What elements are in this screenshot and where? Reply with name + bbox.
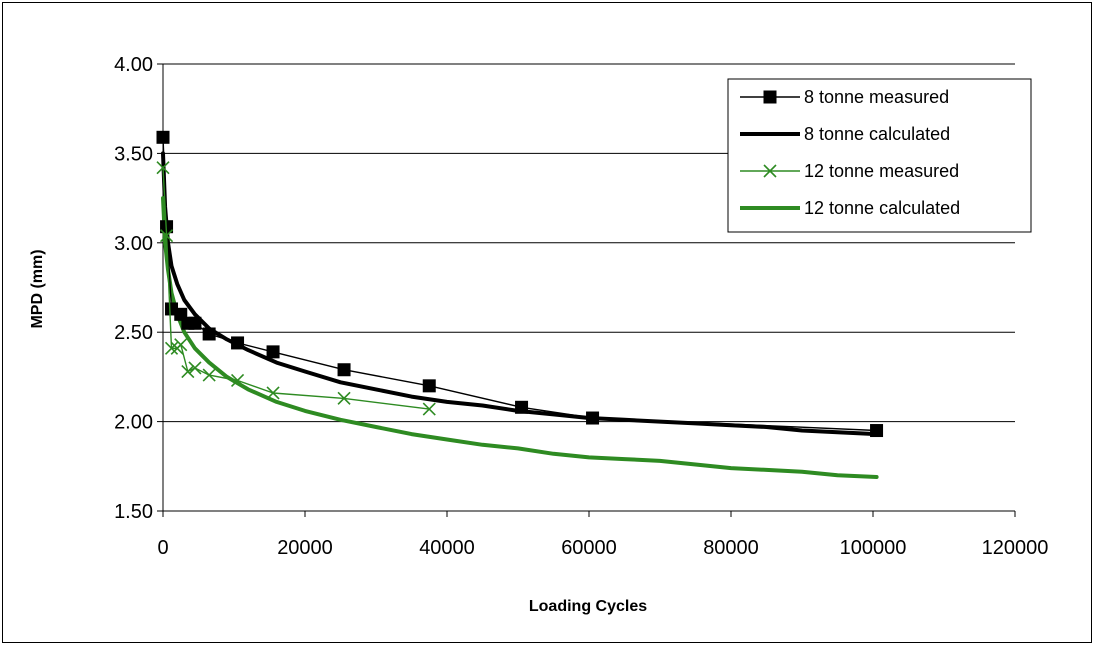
series-12-tonne-calculated <box>161 196 879 479</box>
y-tick-label: 1.50 <box>114 501 153 523</box>
data-point <box>266 345 280 359</box>
data-point <box>337 363 351 377</box>
data-point <box>181 364 195 379</box>
y-axis-title: MPD (mm) <box>29 249 46 328</box>
series-line <box>161 151 879 437</box>
legend-item: 8 tonne calculated <box>740 124 950 144</box>
y-tick-label: 2.00 <box>114 412 153 434</box>
y-tick-label: 3.00 <box>114 233 153 255</box>
x-axis-title: Loading Cycles <box>529 598 647 615</box>
data-point <box>586 411 600 425</box>
x-tick-label: 20000 <box>277 537 333 559</box>
tick-labels: 4.00 3.50 3.00 2.50 2.00 1.500 20000 40000 60000… <box>114 54 1048 559</box>
data-point <box>422 379 436 393</box>
y-tick-label: 2.50 <box>114 322 153 344</box>
legend-swatch-marker <box>763 90 777 104</box>
data-point <box>188 361 202 375</box>
legend-label: 8 tonne measured <box>804 87 949 107</box>
data-point <box>156 130 170 144</box>
data-point <box>230 373 245 388</box>
series-group <box>156 130 884 479</box>
y-tick-label: 3.50 <box>114 143 153 165</box>
data-point <box>156 161 170 175</box>
data-point <box>231 336 245 350</box>
data-point <box>188 316 202 330</box>
series-line <box>161 196 879 479</box>
x-tick-label: 120000 <box>982 537 1049 559</box>
legend: 8 tonne measured 8 tonne calculated 12 ton… <box>727 78 1032 233</box>
x-tick-label: 80000 <box>703 537 759 559</box>
data-point <box>422 402 436 416</box>
series-8-tonne-calculated <box>161 151 879 437</box>
data-point <box>515 400 529 414</box>
data-point <box>164 341 179 355</box>
series-line <box>162 167 430 410</box>
data-point <box>870 424 884 438</box>
legend-item: 12 tonne calculated <box>740 198 960 218</box>
legend-swatch-marker <box>763 164 777 178</box>
data-point <box>159 229 174 243</box>
data-point <box>266 386 280 400</box>
x-tick-label: 40000 <box>419 537 475 559</box>
series-12-tonne-measured <box>156 161 436 416</box>
legend-item: 8 tonne measured <box>740 87 949 107</box>
legend-item: 12 tonne measured <box>740 161 959 181</box>
x-tick-label: 60000 <box>561 537 617 559</box>
data-point <box>202 327 216 341</box>
legend-label: 12 tonne measured <box>804 161 959 181</box>
data-point <box>202 368 216 382</box>
x-tick-label: 0 <box>157 537 168 559</box>
legend-label: 12 tonne calculated <box>804 198 960 218</box>
x-tick-label: 100000 <box>840 537 907 559</box>
legend-label: 8 tonne calculated <box>804 124 950 144</box>
data-point <box>337 391 351 405</box>
data-point <box>174 338 188 352</box>
y-tick-label: 4.00 <box>114 54 153 76</box>
